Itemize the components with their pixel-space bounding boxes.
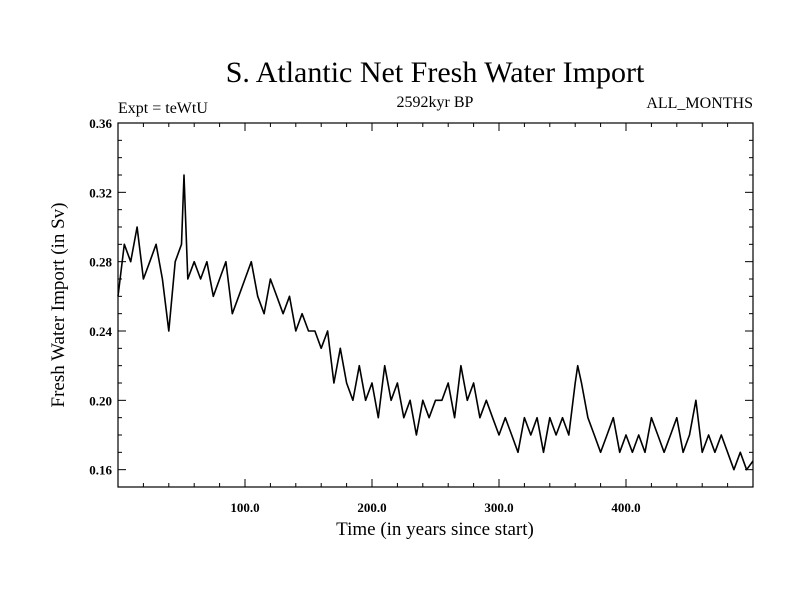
- x-tick-label: 300.0: [484, 500, 513, 515]
- months-label: ALL_MONTHS: [646, 95, 753, 112]
- chart-title: S. Atlantic Net Fresh Water Import: [226, 56, 645, 89]
- x-axis-ticks: [142, 123, 729, 487]
- y-tick-label: 0.32: [89, 185, 112, 200]
- x-axis-label: Time (in years since start): [336, 519, 534, 540]
- time-period-label: 2592kyr BP: [397, 94, 474, 111]
- y-tick-label: 0.20: [89, 393, 112, 408]
- y-axis-tick-labels: 0.16 0.20 0.24 0.28 0.32 0.36: [89, 116, 112, 478]
- x-tick-label: 400.0: [611, 500, 640, 515]
- x-axis-tick-labels: 100.0 200.0 300.0 400.0: [230, 500, 640, 515]
- y-axis-label: Fresh Water Import (in Sv): [48, 203, 69, 408]
- y-tick-label: 0.36: [89, 116, 112, 131]
- y-tick-label: 0.24: [89, 324, 112, 339]
- experiment-label: Expt = teWtU: [118, 100, 208, 117]
- x-tick-label: 200.0: [357, 500, 386, 515]
- y-axis-ticks: [118, 122, 753, 488]
- y-tick-label: 0.28: [89, 255, 112, 270]
- y-tick-label: 0.16: [89, 463, 112, 478]
- x-tick-label: 100.0: [230, 500, 259, 515]
- plot-frame: [117, 122, 754, 488]
- series-line-fresh-water-import: [117, 174, 754, 471]
